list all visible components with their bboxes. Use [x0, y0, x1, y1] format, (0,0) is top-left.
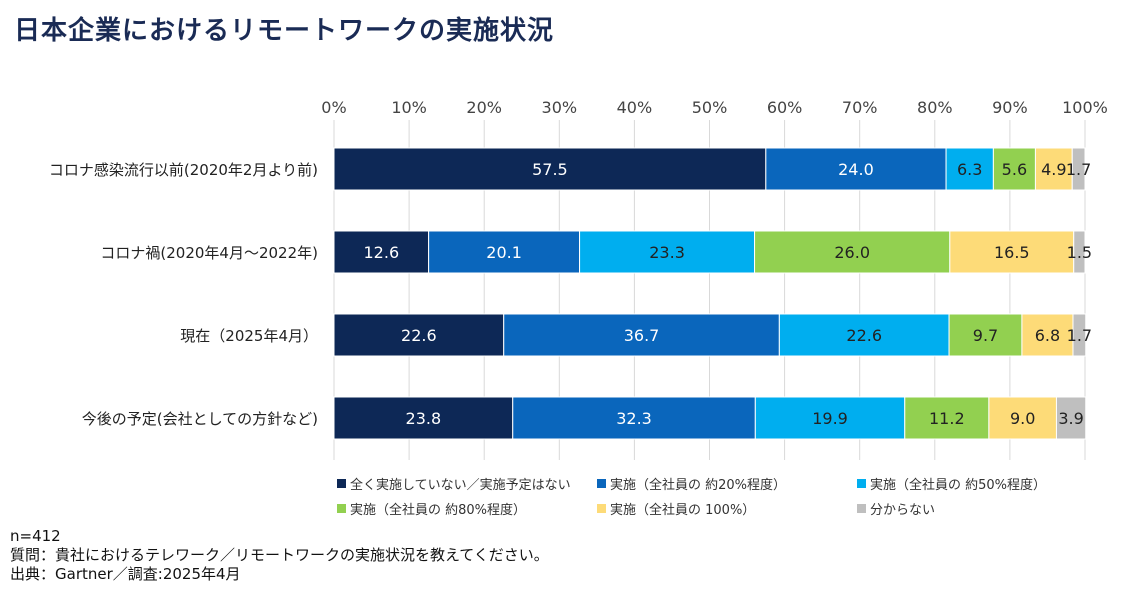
legend-label: 実施（全社員の 100%） [610, 503, 756, 518]
legend-label: 全く実施していない／実施予定はない [350, 478, 571, 493]
x-tick-label: 100% [1062, 98, 1108, 117]
legend-swatch [337, 479, 346, 488]
legend-swatch [597, 504, 606, 513]
bar-segment [1055, 396, 1087, 440]
question-note: 質問：貴社におけるテレワーク／リモートワークの実施状況を教えてください。 [10, 546, 549, 564]
chart-legend: 全く実施していない／実施予定はない 実施（全社員の 約20%程度） 実施（全社員の … [337, 474, 1097, 518]
data-label: 23.8 [406, 409, 442, 428]
legend-swatch [857, 504, 866, 513]
x-tick-label: 20% [466, 98, 502, 117]
data-label: 23.3 [649, 243, 685, 262]
bar-segment [778, 313, 950, 357]
data-label: 9.0 [1010, 409, 1035, 428]
data-label: 22.6 [401, 326, 437, 345]
legend-swatch [597, 479, 606, 488]
bar-segment [512, 396, 756, 440]
legend-item: 全く実施していない／実施予定はない [337, 474, 597, 493]
sample-size-note: n=412 [10, 527, 61, 545]
bar-segment [1072, 313, 1087, 357]
category-label: 現在（2025年4月） [180, 327, 318, 345]
bar-segment [333, 313, 505, 357]
data-label: 1.5 [1067, 243, 1092, 262]
x-tick-label: 60% [767, 98, 803, 117]
bar-segment [945, 147, 994, 191]
data-label: 3.9 [1058, 409, 1083, 428]
data-label: 22.6 [846, 326, 882, 345]
x-tick-label: 70% [842, 98, 878, 117]
data-label: 16.5 [994, 243, 1030, 262]
x-tick-label: 0% [321, 98, 346, 117]
data-label: 32.3 [616, 409, 652, 428]
category-label: 今後の予定(会社としての方針など) [82, 410, 318, 428]
bar-segment [503, 313, 780, 357]
bar-segment [579, 230, 756, 274]
data-label: 57.5 [532, 160, 568, 179]
data-label: 9.7 [973, 326, 998, 345]
data-label: 1.7 [1067, 326, 1092, 345]
bar-segment [988, 396, 1057, 440]
category-label: コロナ禍(2020年4月〜2022年) [100, 244, 318, 262]
data-label: 24.0 [838, 160, 874, 179]
x-tick-label: 50% [692, 98, 728, 117]
x-tick-label: 80% [917, 98, 953, 117]
data-label: 11.2 [929, 409, 965, 428]
bar-segment [754, 230, 951, 274]
data-label: 5.6 [1002, 160, 1027, 179]
data-label: 6.8 [1035, 326, 1060, 345]
data-label: 4.9 [1041, 160, 1066, 179]
data-label: 26.0 [834, 243, 870, 262]
legend-label: 分からない [870, 503, 936, 518]
x-tick-label: 40% [617, 98, 653, 117]
bar-segment [948, 313, 1023, 357]
legend-item: 実施（全社員の 100%） [597, 499, 857, 518]
bar-segment [1073, 230, 1086, 274]
x-tick-label: 90% [992, 98, 1028, 117]
legend-label: 実施（全社員の 約20%程度） [610, 478, 787, 493]
legend-item: 実施（全社員の 約50%程度） [857, 474, 1097, 493]
x-tick-label: 30% [542, 98, 578, 117]
source-note: 出典：Gartner／調査:2025年4月 [10, 565, 241, 583]
legend-label: 実施（全社員の 約80%程度） [350, 503, 527, 518]
chart-notes: n=412 質問：貴社におけるテレワーク／リモートワークの実施状況を教えてくださ… [10, 527, 549, 584]
legend-item: 実施（全社員の 約20%程度） [597, 474, 857, 493]
category-label: コロナ感染流行以前(2020年2月より前) [49, 161, 318, 179]
bar-segment [949, 230, 1075, 274]
data-label: 1.7 [1066, 160, 1091, 179]
legend-swatch [337, 504, 346, 513]
data-label: 36.7 [624, 326, 660, 345]
data-label: 19.9 [812, 409, 848, 428]
legend-swatch [857, 479, 866, 488]
chart-title: 日本企業におけるリモートワークの実施状況 [14, 16, 555, 46]
x-tick-label: 10% [391, 98, 427, 117]
bar-segment [1021, 313, 1074, 357]
stacked-bar-chart: 0% 10% 20% 30% 40% 50% 60% 70% 80% 90% 100% コロナ感染流行… [49, 98, 1108, 460]
legend-label: 実施（全社員の 約50%程度） [870, 478, 1047, 493]
bar-segment [333, 396, 514, 440]
bar-segment [1071, 147, 1086, 191]
legend-item: 分からない [857, 499, 1097, 518]
bar-segment [333, 230, 430, 274]
data-label: 6.3 [957, 160, 982, 179]
data-label: 20.1 [486, 243, 522, 262]
bar-segment [754, 396, 906, 440]
bar-segment [428, 230, 581, 274]
data-label: 12.6 [364, 243, 400, 262]
legend-item: 実施（全社員の 約80%程度） [337, 499, 597, 518]
